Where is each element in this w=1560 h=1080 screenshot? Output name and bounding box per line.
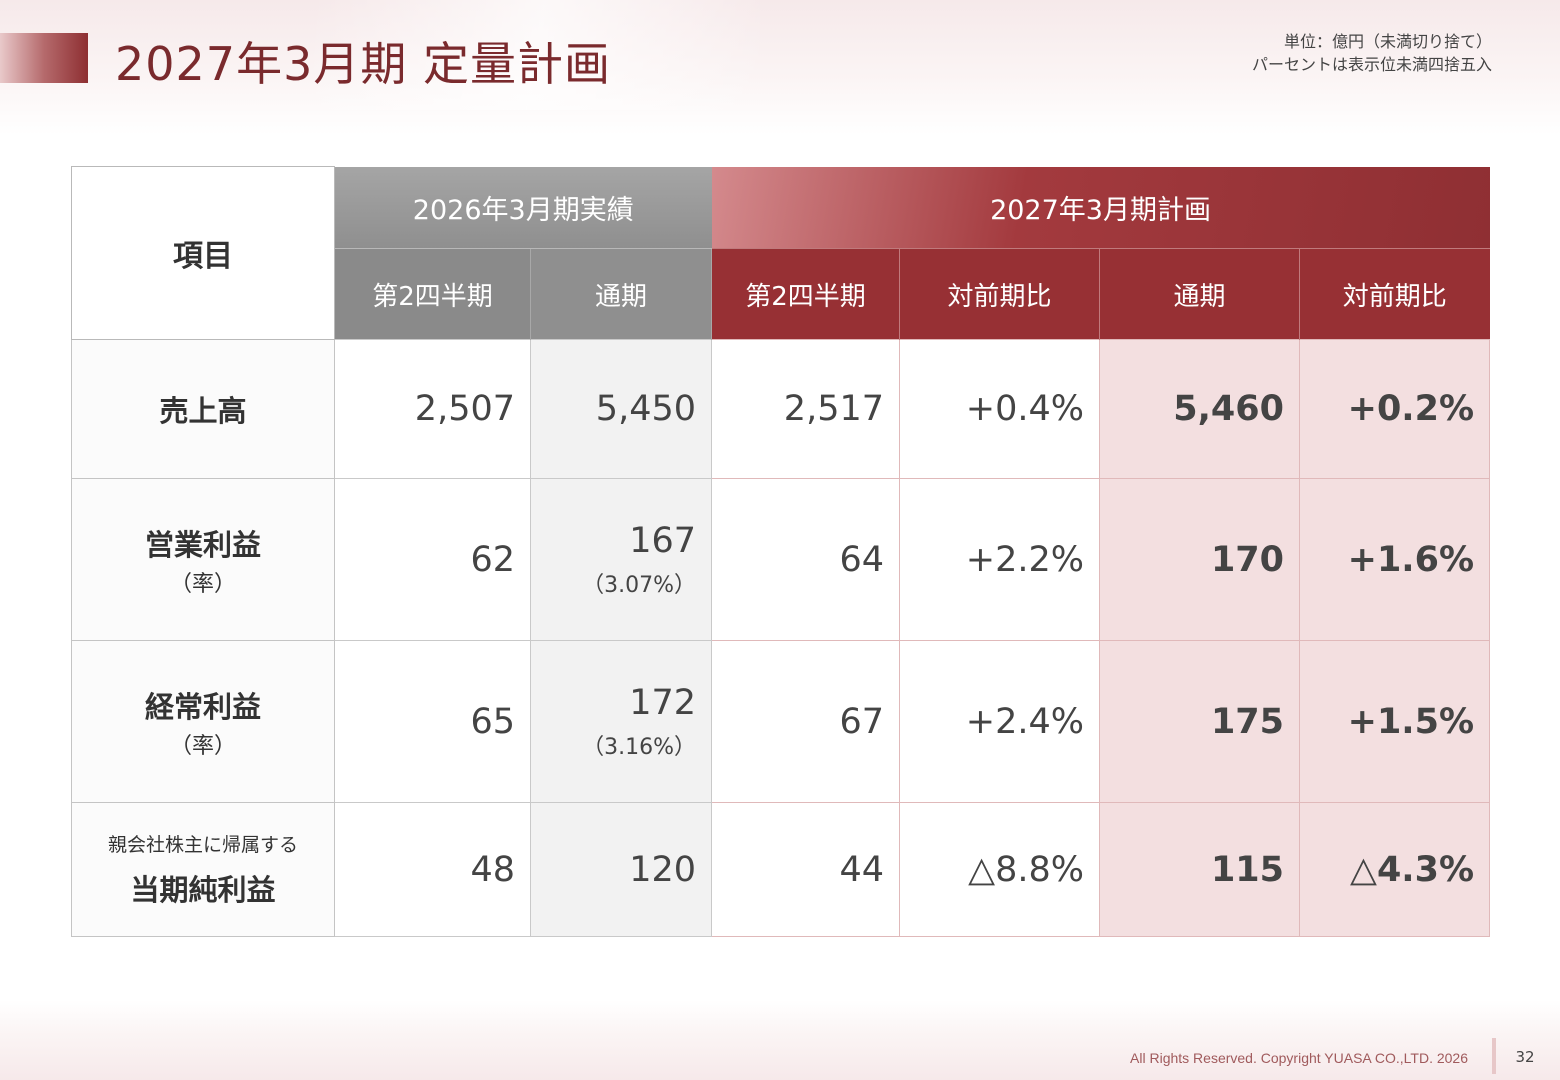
actual-q2-cell: 48 (334, 802, 531, 937)
table-row: 売上高 2,507 5,450 2,517 +0.4% 5,460 +0.2% (71, 339, 1491, 479)
plan-q2-yoy-cell: △8.8% (899, 802, 1100, 937)
actual-q2-header: 第2四半期 (334, 248, 531, 340)
actual-full-cell: 120 (530, 802, 712, 937)
table-row: 営業利益 （率） 62 167 （3.07%） 64 +2.2% 170 +1.… (71, 478, 1491, 641)
actual-full-rate: （3.16%） (582, 734, 696, 760)
plan-full-header: 通期 (1099, 248, 1300, 340)
row-label-main: 営業利益 (144, 527, 261, 562)
actual-full-rate: （3.07%） (582, 572, 696, 598)
actual-full-cell: 5,450 (530, 339, 712, 479)
plan-full-cell: 170 (1099, 478, 1300, 641)
plan-q2-cell: 2,517 (711, 339, 900, 479)
row-label-main: 経常利益 (144, 689, 261, 724)
table-header-row-2: 第2四半期 通期 第2四半期 対前期比 通期 対前期比 (72, 248, 1490, 340)
row-label-sub: （率） (169, 571, 236, 597)
plan-full-yoy-header: 対前期比 (1299, 248, 1490, 340)
actual-full-value: 167 (629, 520, 696, 561)
page-number: 32 (1515, 1048, 1535, 1066)
actual-q2-cell: 2,507 (334, 339, 531, 479)
plan-q2-yoy-cell: +2.4% (899, 640, 1100, 803)
plan-q2-yoy-header: 対前期比 (899, 248, 1100, 340)
row-label: 親会社株主に帰属する 当期純利益 (71, 802, 335, 937)
page-title: 2027年3月期 定量計画 (115, 37, 611, 91)
row-label-prefix: 親会社株主に帰属する (107, 834, 298, 856)
plan-full-yoy-cell: △4.3% (1298, 802, 1491, 937)
table-header-row-1: 項目 2026年3月期実績 2027年3月期計画 (71, 166, 1490, 340)
actual-full-value: 172 (629, 682, 696, 723)
plan-group-header: 2027年3月期計画 (711, 166, 1490, 249)
plan-full-cell: 115 (1099, 802, 1300, 937)
plan-q2-yoy-cell: +2.2% (899, 478, 1100, 641)
footer-copyright: All Rights Reserved. Copyright YUASA CO.… (1130, 1050, 1468, 1066)
row-label-sub: （率） (169, 733, 236, 759)
actual-q2-cell: 62 (334, 478, 531, 641)
unit-note-line2: パーセントは表示位未満四捨五入 (1251, 55, 1492, 74)
table-row: 経常利益 （率） 65 172 （3.16%） 67 +2.4% 175 +1.… (71, 640, 1491, 803)
actual-q2-cell: 65 (334, 640, 531, 803)
plan-q2-cell: 64 (711, 478, 900, 641)
actual-full-header: 通期 (530, 248, 712, 340)
plan-full-cell: 175 (1099, 640, 1300, 803)
unit-note-line1: 単位：億円（未満切り捨て） (1283, 32, 1492, 51)
plan-q2-yoy-cell: +0.4% (899, 339, 1100, 479)
row-label-main: 売上高 (159, 394, 247, 428)
unit-note: 単位：億円（未満切り捨て） パーセントは表示位未満四捨五入 (1252, 30, 1492, 76)
plan-full-yoy-cell: +1.6% (1298, 478, 1491, 641)
row-label: 売上高 (71, 339, 335, 479)
plan-q2-header: 第2四半期 (711, 248, 900, 340)
item-header: 項目 (71, 166, 335, 340)
actual-full-cell: 167 （3.07%） (530, 478, 712, 641)
footer-background (0, 1000, 1560, 1080)
plan-full-yoy-cell: +0.2% (1298, 339, 1491, 479)
plan-q2-cell: 67 (711, 640, 900, 803)
row-label: 経常利益 （率） (71, 640, 335, 803)
plan-table: 項目 2026年3月期実績 2027年3月期計画 第2四半期 通期 第2四半期 … (71, 166, 1491, 937)
header-background (0, 0, 1560, 135)
actual-full-cell: 172 （3.16%） (530, 640, 712, 803)
plan-full-yoy-cell: +1.5% (1298, 640, 1491, 803)
row-label-main: 当期純利益 (130, 873, 276, 907)
footer-divider (1492, 1038, 1496, 1074)
plan-full-cell: 5,460 (1099, 339, 1300, 479)
table-row: 親会社株主に帰属する 当期純利益 48 120 44 △8.8% 115 △4.… (71, 802, 1491, 937)
actual-group-header: 2026年3月期実績 (334, 166, 712, 249)
plan-q2-cell: 44 (711, 802, 900, 937)
title-accent-bar (0, 33, 88, 83)
row-label: 営業利益 （率） (71, 478, 335, 641)
